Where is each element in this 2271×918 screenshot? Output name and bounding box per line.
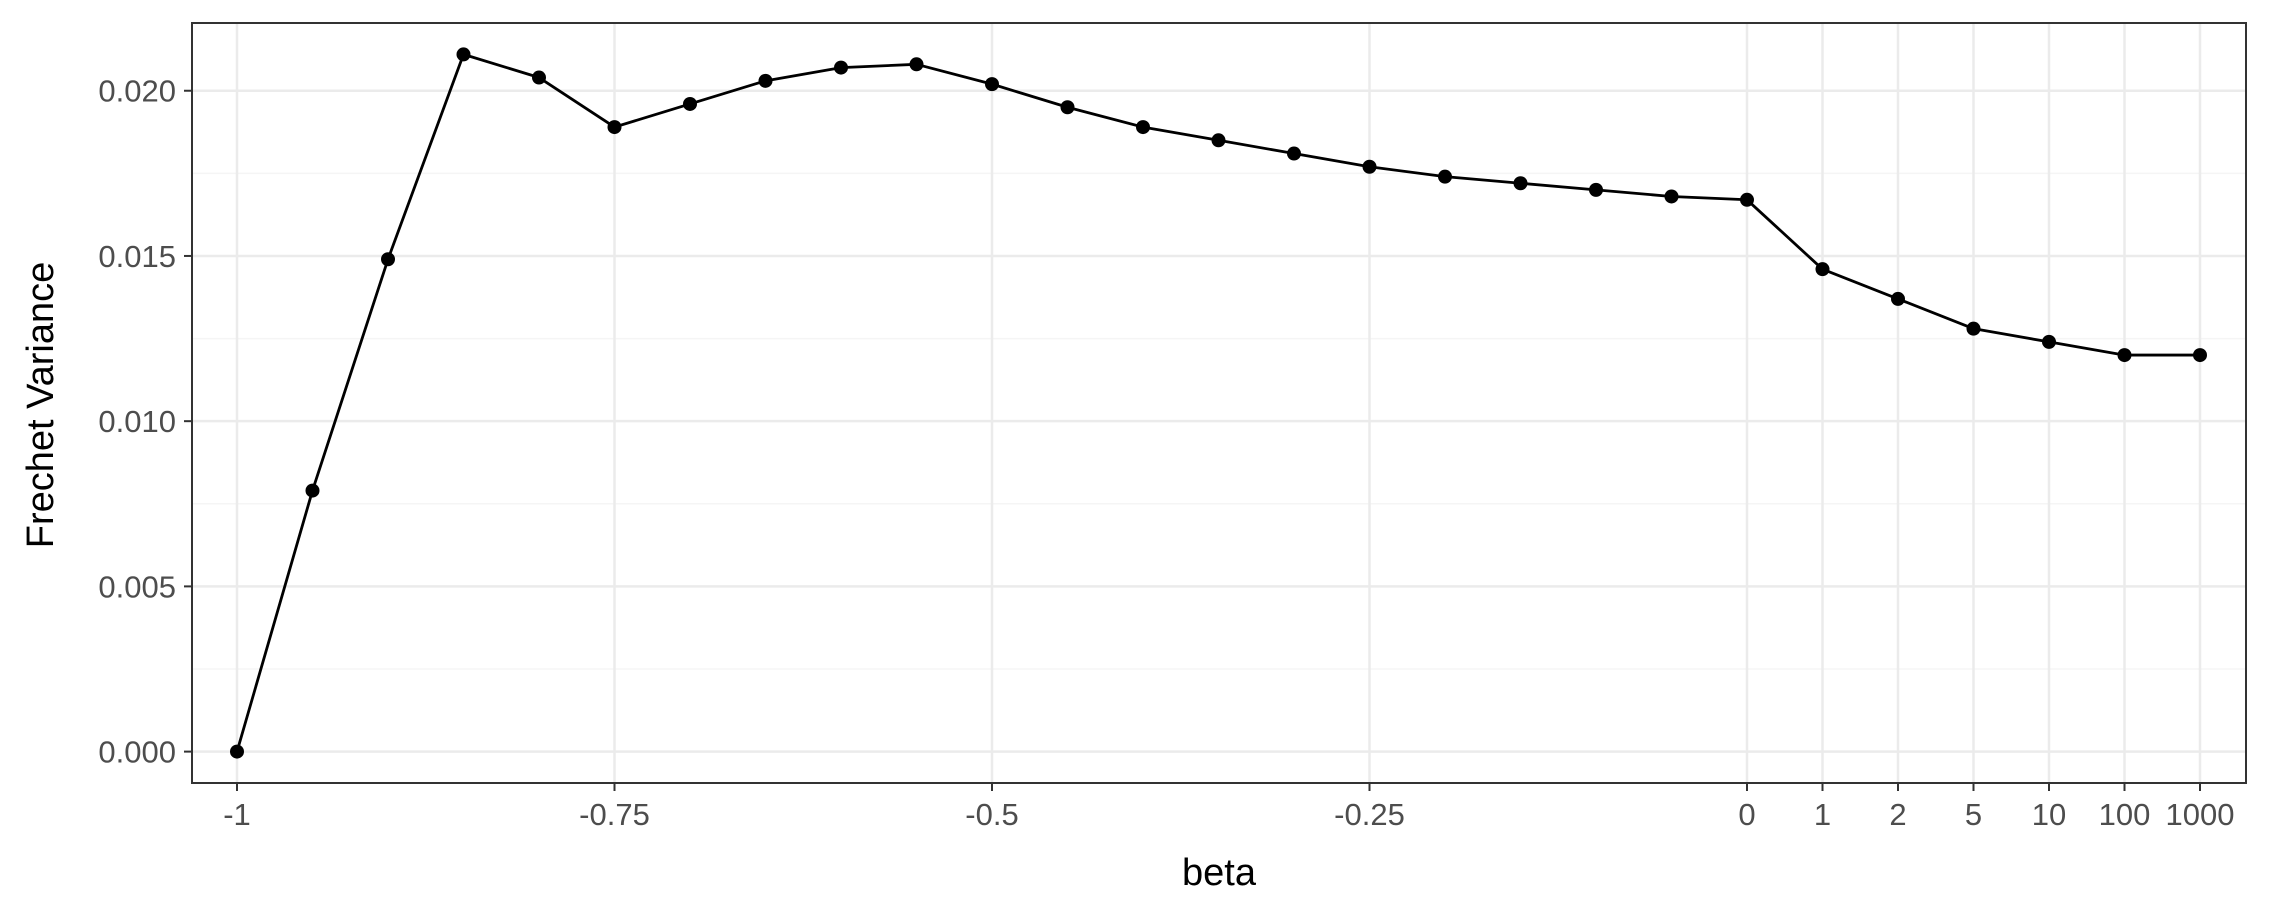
x-tick-label: 100: [2099, 797, 2151, 832]
axis-ticks: [184, 89, 2201, 791]
data-point: [834, 60, 848, 75]
data-point: [1438, 169, 1452, 184]
x-tick-label: 2: [1889, 797, 1906, 832]
x-axis-title: beta: [1182, 852, 1257, 894]
minor-gridlines: [192, 172, 2246, 670]
data-point: [1287, 146, 1301, 161]
data-point: [1362, 159, 1377, 174]
data-point: [456, 47, 471, 62]
x-tick-label: 1: [1814, 797, 1831, 832]
data-point: [1060, 100, 1075, 115]
data-point: [1136, 120, 1150, 135]
y-tick-label: 0.015: [98, 239, 176, 274]
data-point: [532, 70, 546, 85]
data-point: [1740, 192, 1754, 207]
data-point: [2117, 348, 2132, 363]
x-tick-label: -0.75: [579, 797, 650, 832]
x-tick-label: 0: [1738, 797, 1755, 832]
x-tick-label: 5: [1965, 797, 1982, 832]
data-point: [607, 120, 622, 135]
data-point: [2193, 348, 2207, 363]
data-point: [1589, 182, 1603, 197]
data-point: [381, 252, 395, 267]
y-tick-label: 0.005: [98, 569, 176, 604]
data-point: [985, 77, 999, 92]
data-point: [2042, 334, 2056, 349]
data-point: [305, 483, 320, 498]
x-tick-label: -0.25: [1334, 797, 1405, 832]
data-point: [230, 744, 244, 759]
x-tick-label: -1: [223, 797, 251, 832]
y-tick-label: 0.010: [98, 404, 176, 439]
x-axis-tick-labels: -1 -0.75 -0.5 -0.25 0 1 2 5 10 100 1000: [223, 797, 2234, 832]
series-layer: [230, 47, 2207, 759]
y-tick-label: 0.000: [98, 735, 176, 770]
data-point: [909, 57, 924, 72]
data-point: [1891, 291, 1905, 306]
x-tick-label: 10: [2032, 797, 2066, 832]
data-point: [758, 73, 773, 88]
y-axis-title: Frechet Variance: [20, 262, 62, 549]
x-tick-label: -0.5: [965, 797, 1018, 832]
x-tick-label: 1000: [2166, 797, 2235, 832]
y-tick-label: 0.020: [98, 74, 176, 109]
plot-panel-border: [191, 22, 2247, 784]
data-point: [683, 96, 697, 111]
data-point: [1815, 262, 1830, 277]
data-point: [1664, 189, 1679, 204]
data-point: [1211, 133, 1226, 148]
data-point: [1966, 321, 1981, 336]
y-axis-tick-labels: 0.000 0.005 0.010 0.015 0.020: [98, 74, 176, 770]
data-point: [1513, 176, 1528, 191]
major-gridlines: [192, 23, 2246, 783]
